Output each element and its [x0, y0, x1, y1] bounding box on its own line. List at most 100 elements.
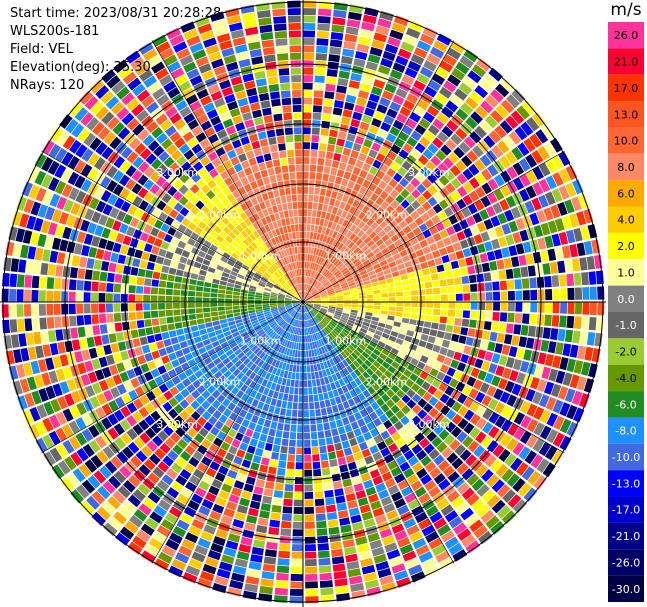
ray-gate: [483, 321, 492, 331]
ray-gate: [516, 105, 530, 120]
ray-gate: [425, 161, 437, 172]
ray-gate: [310, 262, 314, 270]
ray-gate: [165, 345, 175, 354]
ray-gate: [405, 118, 418, 130]
ray-gate: [236, 51, 250, 61]
ray-gate: [113, 59, 129, 74]
ray-gate: [455, 285, 463, 293]
ray-gate: [273, 113, 283, 122]
ray-gate: [211, 478, 223, 489]
ray-gate: [401, 124, 414, 136]
ray-gate: [318, 195, 325, 204]
ray-gate: [215, 234, 225, 243]
ray-gate: [247, 190, 256, 199]
ray-gate: [214, 269, 223, 276]
ray-gate: [158, 551, 173, 564]
ray-gate: [231, 377, 240, 386]
ray-gate: [289, 271, 294, 278]
ray-gate: [270, 341, 277, 349]
ray-gate: [18, 259, 27, 273]
ray-gate: [242, 347, 251, 355]
ray-gate: [17, 395, 29, 410]
ray-gate: [81, 245, 91, 257]
ray-gate: [399, 543, 414, 555]
ray-gate: [475, 504, 490, 518]
ray-gate: [265, 396, 272, 405]
ray-gate: [268, 365, 275, 374]
ray-gate: [438, 271, 446, 280]
ray-gate: [419, 66, 434, 79]
ray-gate: [328, 293, 336, 297]
ray-gate: [337, 217, 345, 226]
ray-gate: [349, 284, 357, 290]
ray-gate: [186, 35, 201, 47]
ray-gate: [225, 203, 235, 213]
ray-gate: [189, 100, 202, 112]
ray-gate: [184, 481, 197, 493]
ray-gate: [323, 422, 331, 431]
ray-gate: [301, 283, 303, 291]
ray-gate: [466, 493, 480, 506]
ray-gate: [338, 353, 345, 361]
ray-gate: [527, 325, 537, 337]
ray-gate: [265, 122, 275, 131]
ray-gate: [457, 418, 469, 430]
ray-gate: [335, 232, 342, 241]
ray-gate: [409, 318, 417, 326]
ray-gate: [481, 182, 493, 195]
ray-gate: [176, 48, 191, 60]
ray-gate: [330, 278, 337, 284]
ray-gate: [262, 353, 269, 362]
ray-gate: [286, 306, 293, 311]
ray-gate: [298, 328, 301, 335]
ray-gate: [273, 23, 287, 32]
ray-gate: [323, 317, 330, 323]
ray-gate: [185, 394, 195, 404]
ray-gate: [65, 214, 77, 228]
ray-gate: [352, 395, 361, 405]
ray-gate: [470, 367, 481, 378]
ray-gate: [461, 534, 476, 548]
ray-gate: [305, 284, 309, 292]
ray-gate: [362, 337, 371, 344]
ray-gate: [262, 387, 270, 396]
ray-gate: [491, 353, 501, 364]
ray-gate: [298, 395, 303, 403]
ray-gate: [86, 116, 100, 131]
ray-gate: [416, 40, 432, 52]
ray-gate: [441, 254, 450, 264]
ray-gate: [293, 304, 300, 309]
ray-gate: [309, 278, 314, 285]
ray-gate: [225, 235, 234, 244]
ray-gate: [568, 213, 580, 228]
ray-gate: [76, 315, 85, 326]
ray-gate: [295, 469, 303, 477]
ray-gate: [350, 309, 358, 314]
ray-gate: [308, 327, 312, 335]
ray-gate: [358, 330, 366, 337]
ray-gate: [320, 346, 326, 354]
ray-gate: [259, 138, 269, 148]
ray-gate: [370, 500, 382, 511]
ray-gate: [317, 274, 323, 281]
ray-gate: [226, 15, 242, 25]
ray-gate: [383, 115, 395, 126]
ray-gate: [296, 292, 301, 299]
ray-gate: [340, 471, 351, 480]
ray-gate: [391, 431, 402, 442]
ray-gate: [135, 450, 148, 463]
ray-gate: [397, 333, 406, 340]
ray-gate: [404, 421, 415, 432]
ray-gate: [451, 68, 466, 81]
ray-gate: [155, 67, 169, 80]
ray-gate: [84, 360, 94, 373]
ray-gate: [359, 169, 368, 179]
ray-gate: [289, 37, 301, 46]
ray-gate: [307, 312, 311, 319]
ray-gate: [204, 162, 215, 173]
ray-gate: [566, 404, 578, 420]
ray-gate: [362, 371, 371, 380]
ray-gate: [116, 362, 126, 373]
ray-gate: [287, 291, 294, 296]
ray-gate: [245, 428, 254, 438]
